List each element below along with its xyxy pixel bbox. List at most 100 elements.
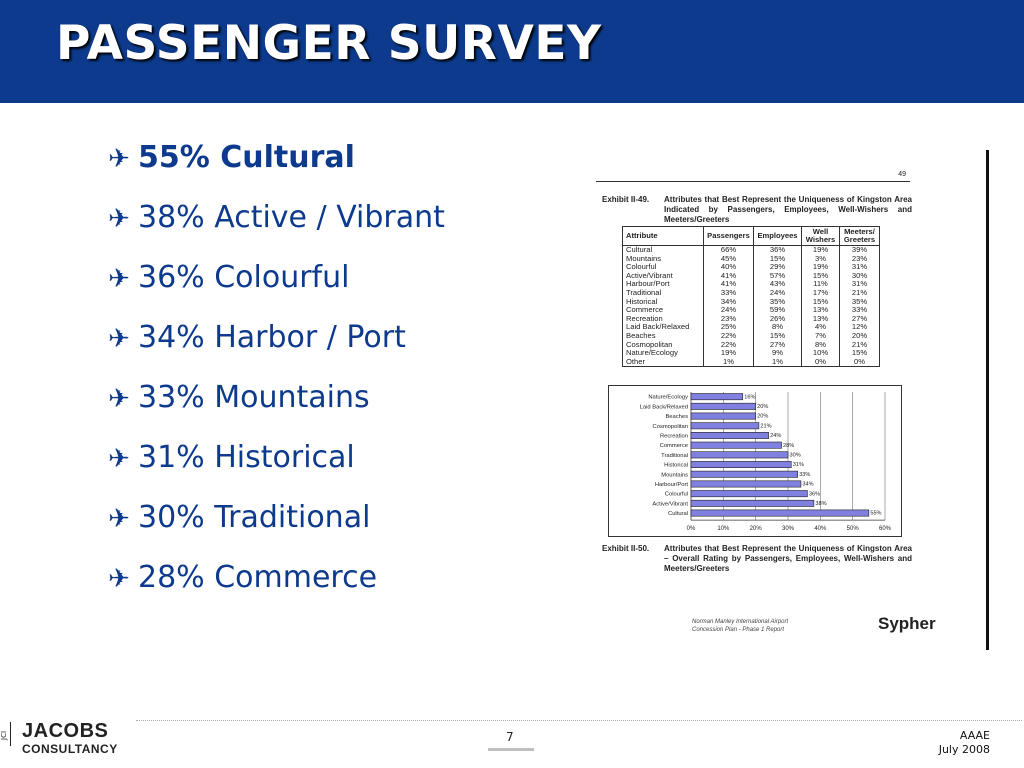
footer-divider [136,720,1022,721]
value-label: 21% [760,423,771,429]
airplane-icon: ✈ [108,564,130,594]
value-label: 28% [783,443,794,449]
logo-subtitle: CONSULTANCY [22,742,118,756]
bullet-item: ✈ 55% Cultural [108,140,355,175]
bullet-text: 36% Colourful [138,260,350,295]
category-label: Laid Back/Relaxed [640,404,688,410]
report-footer-line2: Concession Plan - Phase 1 Report [692,627,785,633]
table-row: Nature/Ecology 19% 9% 10% 15% [622,349,880,358]
value-label: 24% [770,433,781,439]
table-cell: 1% [703,357,754,368]
x-tick-label: 30% [782,526,795,532]
report-footer-line1: Norman Manley International Airport [692,619,789,625]
airplane-icon: ✈ [108,264,130,294]
table-cell: 23% [839,254,880,264]
x-tick-label: 60% [879,526,892,532]
table-cell: 1% [753,357,802,368]
attributes-table: Attribute Passengers Employees Well Wishers… [622,226,880,368]
footer-org: AAAE [959,729,990,742]
category-label: Mountains [661,472,688,478]
table-row: Recreation 23% 26% 13% 27% [622,314,880,324]
category-label: Cultural [668,511,688,517]
bullet-item: ✈ 38% Active / Vibrant [108,200,445,235]
logo-name: JACOBS [22,720,109,742]
category-label: Commerce [660,443,688,449]
bullet-text: 30% Traditional [138,500,371,535]
bar-chart-svg: 0% 10% 20% 30% 40% 50% 60% Nature/Ecology 16% Lai… [640,392,892,532]
report-excerpt: 49 Exhibit II-49. Attributes that Best R… [596,168,936,638]
category-label: Traditional [661,453,688,459]
value-label: 31% [793,462,804,468]
value-label: 34% [802,482,813,488]
bullet-text: 38% Active / Vibrant [138,200,445,235]
slide-title: PASSENGER SURVEY [56,16,602,71]
category-label: Cosmopolitan [653,424,688,430]
bar [690,441,782,449]
table-cell: Other [622,357,704,368]
airplane-icon: ✈ [108,384,130,414]
slide-number-bar [488,748,534,751]
table-row: Commerce 24% 59% 13% 33% [622,306,880,315]
x-tick-label: 0% [687,526,696,532]
table-header-cell: Passengers [703,226,754,246]
bar [690,431,769,439]
bullet-text: 28% Commerce [138,560,378,595]
bullet-item: ✈ 34% Harbor / Port [108,320,406,355]
table-cell: 27% [839,314,880,324]
bar [690,461,792,469]
value-label: 55% [870,511,881,517]
value-label: 33% [799,472,810,478]
x-tick-label: 20% [750,526,763,532]
report-page-number: 49 [898,171,906,178]
bullet-item: ✈ 28% Commerce [108,560,377,595]
airplane-icon: ✈ [108,444,130,474]
x-tick-label: 40% [814,526,827,532]
table-row: Laid Back/Relaxed 25% 8% 4% 12% [622,323,880,332]
table-row: Other 1% 1% 0% 0% [622,357,880,368]
airplane-icon: ✈ [108,504,130,534]
value-label: 20% [757,414,768,420]
table-cell: 12% [839,323,880,332]
table-cell: 0% [839,357,880,368]
table-cell: 21% [839,288,880,298]
report-rule [596,181,910,182]
exhibit-50-number: Exhibit II-50. [602,544,650,553]
category-label: Active/Vibrant [652,501,688,507]
x-tick-label: 10% [717,526,730,532]
value-label: 38% [815,501,826,507]
bullet-text: 34% Harbor / Port [138,320,406,355]
exhibit-50-text: Attributes that Best Represent the Uniqu… [664,544,912,573]
table-header-cell: Well Wishers [801,226,840,246]
table-row: Mountains 45% 15% 3% 23% [622,254,880,264]
exhibit-49-number: Exhibit II-49. [602,195,650,204]
table-row: Cosmopolitan 22% 27% 8% 21% [622,340,880,350]
jci-bar [10,722,11,746]
table-header-cell: Attribute [622,226,704,246]
overall-rating-chart: 0% 10% 20% 30% 40% 50% 60% Nature/Ecology 16% Lai… [608,385,902,537]
table-cell: 39% [839,245,880,255]
table-row: Colourful 40% 29% 19% 31% [622,263,880,272]
bullet-text: 33% Mountains [138,380,370,415]
jacobs-logo: JACOBS CONSULTANCY [22,720,118,756]
table-cell: 30% [839,271,880,281]
airplane-icon: ✈ [108,204,130,234]
bar [690,412,756,420]
table-header-cell: Meeters/ Greeters [839,226,880,246]
sypher-logo: Sypher [878,614,936,633]
table-cell: 31% [839,280,880,289]
bar [690,509,870,517]
vertical-divider [986,150,989,650]
airplane-icon: ✈ [108,144,130,174]
table-row: Historical 34% 35% 15% 35% [622,297,880,307]
bar [690,451,789,459]
slide-number: 7 [506,730,514,744]
bar [690,470,798,478]
bullet-item: ✈ 36% Colourful [108,260,349,295]
table-row: Beaches 22% 15% 7% 20% [622,331,880,341]
table-row: Cultural 66% 36% 19% 39% [622,245,880,255]
category-label: Historical [664,463,688,469]
value-label: 16% [744,394,755,400]
table-row: Traditional 33% 24% 17% 21% [622,288,880,298]
airplane-icon: ✈ [108,324,130,354]
table-row: Harbour/Port 41% 43% 11% 31% [622,280,880,289]
